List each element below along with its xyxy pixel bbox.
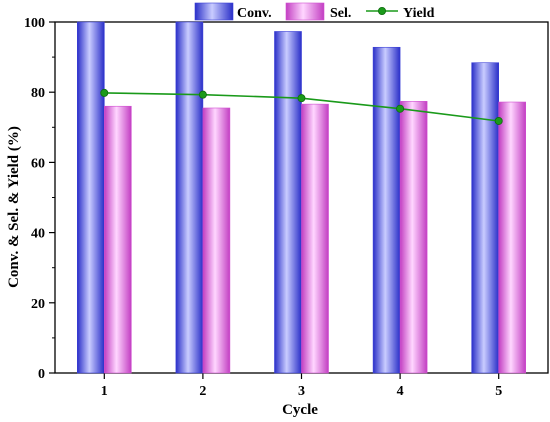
y-tick-label: 20	[31, 297, 45, 312]
bar-conv	[471, 62, 500, 374]
yield-point	[494, 116, 503, 125]
x-tick-label: 5	[495, 384, 502, 399]
bar-conv	[274, 31, 302, 374]
yield-point	[100, 88, 109, 97]
bar-sel	[498, 101, 527, 374]
yield-point	[396, 104, 405, 113]
y-tick-label: 100	[24, 16, 45, 31]
bars	[77, 21, 527, 374]
x-tick-label: 1	[101, 384, 108, 399]
y-tick-label: 0	[38, 367, 45, 382]
legend-swatch-conv	[194, 2, 234, 21]
legend-swatch-sel	[285, 2, 325, 21]
bar-conv	[372, 46, 401, 374]
legend-label-conv: Conv.	[237, 6, 272, 21]
y-axis: 0 20 40 60 80 100	[24, 16, 55, 382]
x-axis: 1 2 3 4 5	[101, 373, 502, 399]
y-tick-label: 40	[31, 227, 45, 242]
bar-sel	[202, 107, 231, 374]
bar-conv	[77, 21, 105, 374]
x-tick-label: 3	[298, 384, 305, 399]
bar-sel	[104, 105, 132, 374]
bar-sel	[399, 101, 428, 374]
yield-line	[100, 88, 503, 125]
y-tick-label: 60	[31, 156, 45, 171]
yield-point	[198, 90, 207, 99]
legend-label-yield: Yield	[403, 6, 435, 21]
x-tick-label: 4	[397, 384, 404, 399]
x-axis-label: Cycle	[282, 402, 318, 418]
legend: Conv. Sel. Yield	[194, 2, 435, 21]
x-tick-label: 2	[199, 384, 206, 399]
legend-label-sel: Sel.	[330, 6, 351, 21]
yield-point	[297, 94, 306, 103]
bar-conv	[175, 21, 204, 374]
y-axis-label: Conv. & Sel. & Yield (%)	[6, 126, 22, 288]
y-tick-label: 80	[31, 86, 45, 101]
bar-sel	[301, 103, 329, 374]
legend-marker-yield	[377, 7, 386, 15]
